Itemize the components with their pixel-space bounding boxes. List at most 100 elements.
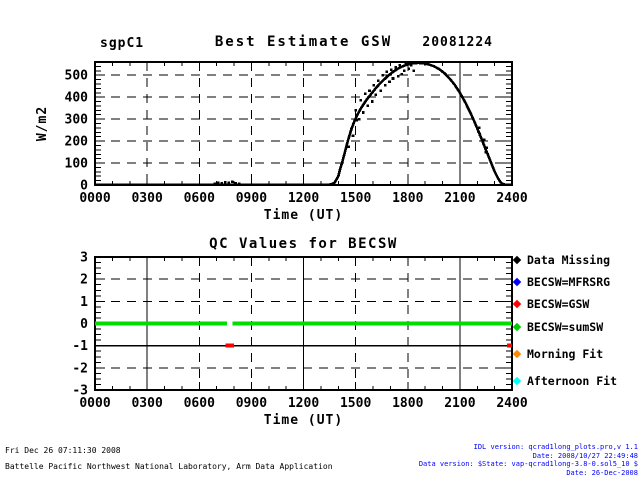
- scatter-point: [349, 127, 353, 131]
- x-tick-label: 1500: [340, 191, 371, 206]
- scatter-point: [354, 109, 357, 112]
- legend-item-becsw-gsw: BECSW=GSW: [512, 297, 590, 311]
- legend-item-data-missing: Data Missing: [512, 253, 611, 267]
- scatter-point: [351, 134, 355, 137]
- y-tick-label: 100: [65, 157, 89, 172]
- legend-item-becsw-sumsw: BECSW=sumSW: [512, 320, 603, 334]
- legend-label: Morning Fit: [527, 347, 604, 361]
- x-tick-label: 1500: [340, 396, 371, 411]
- scatter-point: [484, 150, 488, 154]
- organization-line: Battelle Pacific Northwest National Labo…: [5, 462, 333, 471]
- y-tick-label: 2: [80, 273, 88, 288]
- x-tick-label: 2100: [444, 191, 475, 206]
- y-tick-label: 0: [80, 179, 88, 194]
- y-tick-label: -2: [72, 361, 88, 376]
- scatter-point: [227, 181, 231, 185]
- scatter-point: [485, 146, 489, 149]
- scatter-point: [370, 100, 374, 103]
- becsw-gsw-marker-icon: [512, 299, 522, 309]
- x-tick-label: 0000: [79, 396, 110, 411]
- x-axis-label: Time (UT): [264, 208, 343, 223]
- x-tick-label: 2100: [444, 396, 475, 411]
- legend-label: BECSW=GSW: [527, 297, 590, 311]
- data-date-line: Date: 26-Dec-2008: [566, 468, 638, 477]
- legend-label: BECSW=MFRSRG: [527, 275, 611, 289]
- scatter-point: [366, 104, 370, 108]
- scatter-point: [383, 83, 387, 87]
- scatter-point: [400, 72, 403, 76]
- scatter-point: [476, 129, 480, 133]
- y-axis-label: W/m2: [35, 106, 50, 141]
- legend-label: Data Missing: [527, 253, 611, 267]
- data-version-line: Data version: $State: vap-qcrad1long-3.8…: [418, 460, 638, 468]
- date-label: 20081224: [422, 35, 493, 50]
- scatter-point: [391, 77, 395, 80]
- legend-item-morning-fit: Morning Fit: [512, 347, 604, 361]
- top-plot-canvas: 0000 0300 0600 0900 1200 1500 1800 2100 2400 0 100…: [35, 61, 528, 223]
- scatter-point: [388, 80, 391, 84]
- scatter-point: [385, 70, 389, 74]
- scatter-point: [363, 92, 367, 96]
- scatter-point: [359, 99, 363, 102]
- becsw-mfrsrg-marker-icon: [512, 277, 522, 287]
- scatter-point: [408, 61, 411, 64]
- y-tick-label: 200: [65, 135, 89, 150]
- y-tick-label: 0: [80, 317, 88, 332]
- scatter-point: [412, 69, 416, 73]
- scatter-point: [220, 182, 224, 185]
- y-tick-label: -1: [72, 339, 88, 354]
- scatter-point: [362, 111, 365, 114]
- x-tick-label: 1800: [392, 191, 423, 206]
- y-tick-label: -3: [72, 384, 88, 399]
- y-tick-label: 500: [65, 69, 89, 84]
- qc-plot-canvas: 0000 0300 0600 0900 1200 1500 1800 2100 2400 -3 -2…: [72, 251, 527, 429]
- y-tick-label: 400: [65, 91, 89, 106]
- scatter-point: [355, 118, 358, 122]
- idl-date-line: Date: 2008/10/27 22:49:48: [532, 451, 638, 460]
- scatter-point: [379, 89, 383, 92]
- site-label: sgpC1: [100, 36, 145, 51]
- idl-version-line: IDL version: qcrad1long_plots.pro,v 1.1: [473, 443, 638, 451]
- x-tick-label: 0900: [236, 396, 267, 411]
- scatter-point: [478, 133, 482, 136]
- generation-timestamp: Fri Dec 26 07:11:30 2008: [5, 446, 121, 455]
- scatter-point: [368, 89, 371, 92]
- y-tick-label: 1: [80, 295, 88, 310]
- footer-left: Fri Dec 26 07:11:30 2008 Battelle Pacifi…: [5, 443, 333, 475]
- becsw-sumsw-marker-icon: [512, 322, 522, 332]
- scatter-point: [482, 141, 485, 145]
- y-tick-label: 3: [80, 251, 88, 266]
- scatter-point: [376, 79, 380, 82]
- legend-label: Afternoon Fit: [527, 374, 618, 388]
- morning-fit-marker-icon: [512, 349, 522, 359]
- scatter-point: [224, 180, 227, 184]
- qc-plot-title: QC Values for BECSW: [209, 236, 398, 252]
- scatter-point: [482, 138, 486, 142]
- data-missing-marker-icon: [512, 255, 522, 265]
- x-tick-label: 0600: [184, 396, 215, 411]
- scatter-point: [404, 62, 408, 66]
- x-tick-label: 0300: [131, 396, 162, 411]
- x-tick-label: 0000: [79, 191, 110, 206]
- scatter-point: [237, 182, 241, 186]
- x-tick-label: 0600: [184, 191, 215, 206]
- scatter-point: [415, 61, 418, 64]
- x-tick-label: 1200: [288, 191, 319, 206]
- legend-item-afternoon-fit: Afternoon Fit: [512, 374, 618, 388]
- x-tick-label: 0900: [236, 191, 267, 206]
- x-tick-label: 1200: [288, 396, 319, 411]
- afternoon-fit-marker-icon: [512, 376, 522, 386]
- top-plot-title: Best Estimate GSW: [214, 34, 393, 50]
- x-tick-label: 2400: [496, 191, 527, 206]
- scatter-point: [407, 67, 410, 70]
- x-tick-label: 1800: [392, 396, 423, 411]
- scatter-point: [230, 180, 234, 184]
- x-axis-label: Time (UT): [264, 413, 343, 428]
- scatter-point: [347, 145, 350, 148]
- scatter-point: [213, 182, 217, 186]
- scatter-point: [477, 126, 481, 130]
- y-tick-label: 300: [65, 113, 89, 128]
- scatter-point: [402, 69, 406, 73]
- scatter-point: [398, 63, 402, 67]
